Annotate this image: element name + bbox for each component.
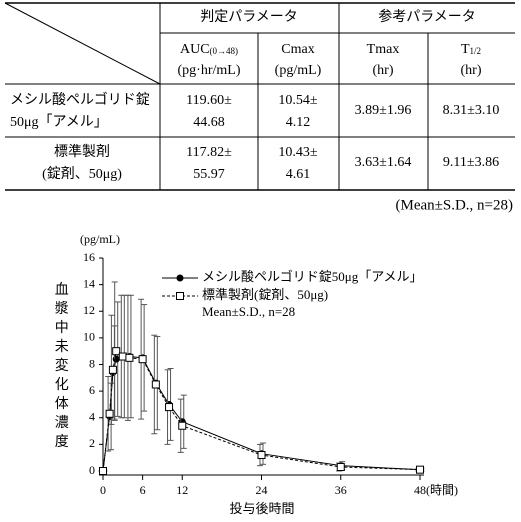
unit: (hr): [461, 63, 482, 78]
marker: [178, 421, 187, 430]
marker: [118, 352, 127, 361]
x-tick-label: 12: [176, 483, 188, 497]
unit: (pg·hr/mL): [178, 63, 241, 78]
cell: 117.82±: [186, 145, 232, 160]
legend-label: メシル酸ペルゴリド錠50μg「アメル」: [202, 269, 423, 284]
marker: [112, 347, 121, 356]
legend-marker: [176, 292, 184, 300]
marker: [99, 467, 107, 475]
y-tick-label: 16: [83, 250, 95, 264]
column-head: Cmax: [281, 42, 314, 57]
cell: 4.12: [286, 115, 311, 130]
cell: 55.97: [193, 167, 225, 182]
marker: [257, 451, 266, 460]
table: 判定パラメータ 参考パラメータ AUC(0→48) Cmax Tmax T1/2…: [4, 2, 515, 191]
note: (Mean±S.D., n=28): [395, 197, 513, 213]
x-tick-label: 6: [140, 483, 146, 497]
marker: [151, 380, 160, 389]
text: T: [461, 42, 470, 57]
legend-label: 標準製剤(錠剤、50μg): [202, 287, 328, 302]
marker: [165, 403, 174, 412]
cell: 3.63±1.64: [355, 155, 412, 170]
subscript: 1/2: [470, 46, 482, 56]
legend-marker: [176, 274, 184, 282]
cell: 44.68: [193, 115, 225, 130]
y-tick-label: 0: [89, 463, 95, 477]
x-tick-label: 0: [100, 483, 106, 497]
column-head: AUC(0→48): [180, 42, 238, 57]
chart: (pg/mL) 血漿中未変化体濃度 投与後時間 Mean±S.D., n=28 …: [53, 232, 458, 516]
column-head: T1/2: [461, 42, 481, 57]
cell: 4.61: [286, 167, 311, 182]
marker: [108, 365, 117, 374]
row-name: 50μg「アメル」: [10, 114, 108, 130]
y-tick-label: 2: [89, 436, 95, 450]
marker: [138, 355, 147, 364]
marker: [336, 463, 345, 472]
y-tick-label: 8: [89, 356, 95, 370]
cell: 10.43±: [278, 145, 318, 160]
cell: 8.31±3.10: [443, 103, 500, 118]
x-label: 投与後時間: [229, 501, 294, 516]
row-name: (錠剤、50μg): [42, 166, 122, 182]
y-tick-label: 4: [89, 410, 95, 424]
subscript: (0→48): [210, 46, 239, 56]
header: 参考パラメータ: [378, 8, 476, 25]
cell: 10.54±: [278, 93, 318, 108]
x-tick-label: 24: [256, 483, 268, 497]
y-tick-label: 10: [83, 330, 95, 344]
text: AUC: [180, 42, 210, 57]
column-head: Tmax: [367, 42, 400, 57]
row-name: メシル酸ペルゴリド錠: [10, 91, 150, 108]
y-tick-label: 14: [83, 276, 95, 290]
x-tick-label: 36: [335, 483, 347, 497]
y-tick-label: 12: [83, 303, 95, 317]
y-label: 血漿中未変化体濃度: [53, 282, 69, 453]
x-tick-label: 48(時間): [414, 483, 458, 497]
unit: (pg/mL): [275, 63, 322, 78]
diagonal: [4, 2, 161, 85]
row-name: 標準製剤: [54, 144, 110, 160]
marker: [105, 409, 114, 418]
marker: [112, 355, 120, 363]
cell: 9.11±3.86: [443, 155, 499, 170]
header: 判定パラメータ: [200, 9, 298, 25]
legend-note: Mean±S.D., n=28: [202, 304, 295, 319]
y-unit: (pg/mL): [80, 232, 120, 246]
unit: (hr): [373, 63, 394, 78]
cell: 3.89±1.96: [355, 103, 412, 118]
cell: 119.60±: [186, 93, 232, 108]
marker: [125, 353, 134, 362]
marker: [416, 465, 424, 474]
y-tick-label: 6: [89, 383, 95, 397]
